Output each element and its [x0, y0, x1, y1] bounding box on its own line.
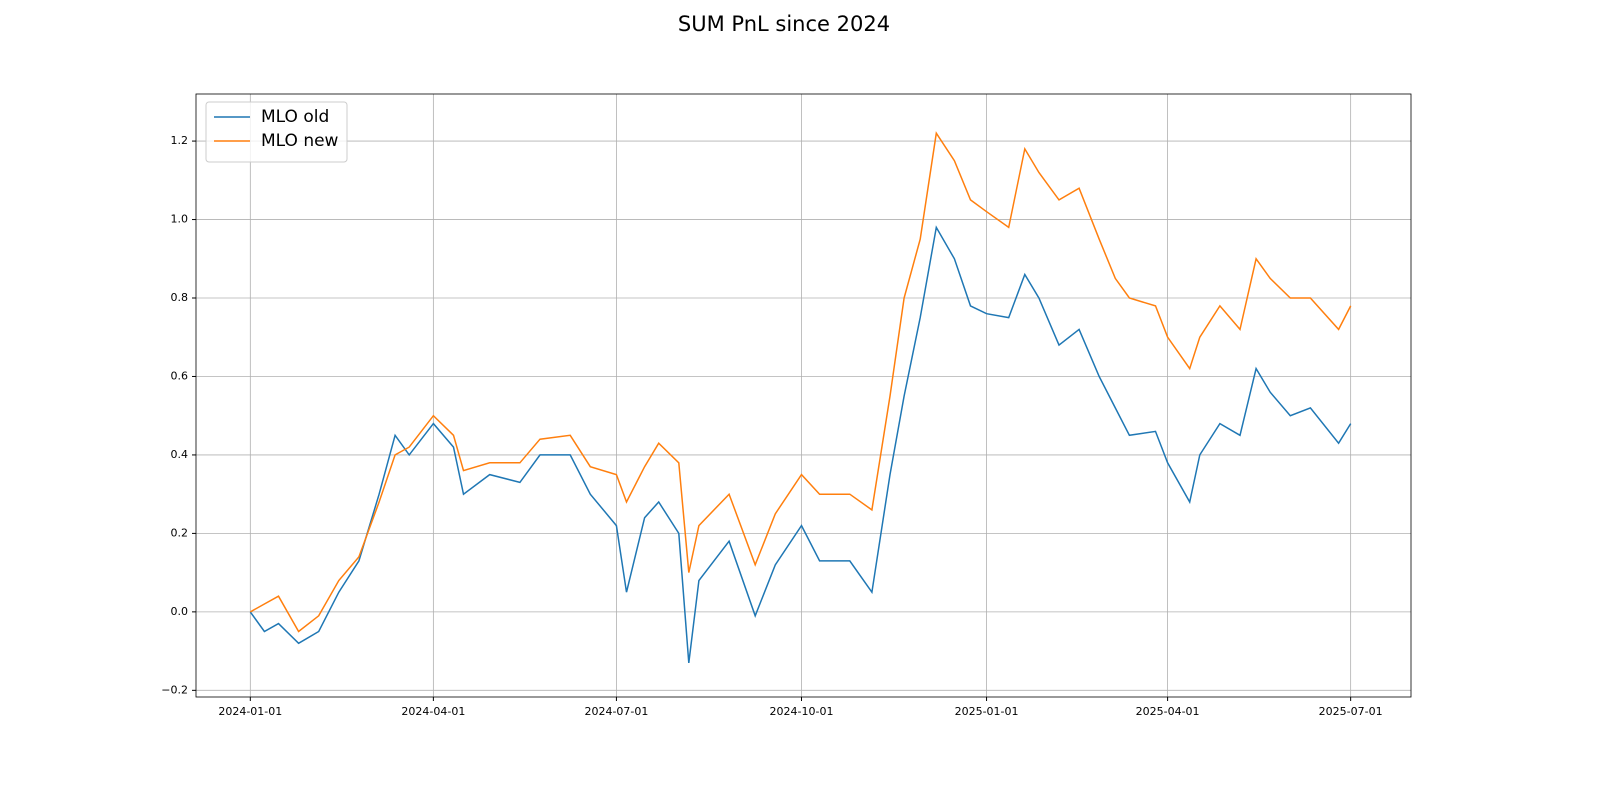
y-tick-label: 1.0 [171, 213, 189, 226]
y-tick-label: 0.6 [171, 369, 189, 382]
chart-title: SUM PnL since 2024 [678, 12, 890, 36]
x-tick-label: 2025-01-01 [955, 705, 1019, 718]
legend-label: MLO new [261, 131, 339, 151]
y-tick-label: 0.0 [171, 605, 189, 618]
x-tick-label: 2024-04-01 [401, 705, 465, 718]
y-tick-label: −0.2 [161, 683, 188, 696]
x-tick-label: 2024-01-01 [218, 705, 282, 718]
y-tick-label: 0.8 [171, 291, 189, 304]
x-tick-label: 2024-07-01 [584, 705, 648, 718]
legend-label: MLO old [261, 107, 329, 127]
x-tick-label: 2025-04-01 [1136, 705, 1200, 718]
line [249, 225, 1352, 663]
y-tick-label: 1.2 [171, 134, 189, 147]
legend: MLO old MLO new [205, 101, 348, 163]
line [249, 131, 1352, 633]
x-tick-label: 2024-10-01 [770, 705, 834, 718]
y-tick-label: 0.4 [171, 448, 189, 461]
plot-frame [195, 93, 1412, 698]
y-tick-label: 0.2 [171, 526, 189, 539]
x-tick-label: 2025-07-01 [1319, 705, 1383, 718]
